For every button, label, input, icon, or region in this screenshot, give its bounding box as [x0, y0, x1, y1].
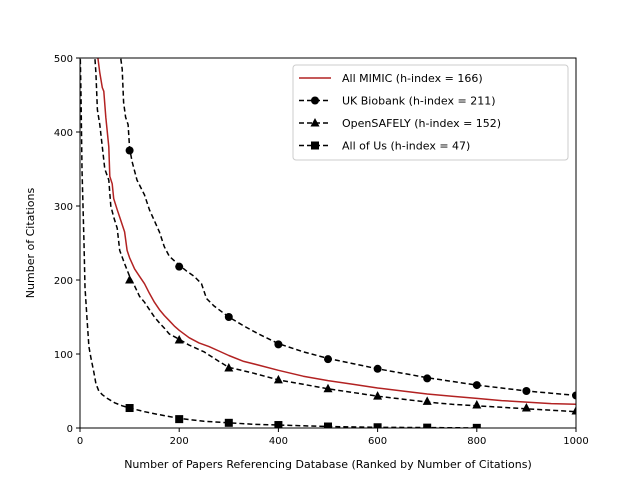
x-tick-label: 800 — [467, 436, 486, 447]
legend-label: All MIMIC (h-index = 166) — [342, 72, 483, 85]
x-axis-ticks: 0 200 400 600 800 1000 — [77, 428, 589, 447]
data-point-square — [423, 423, 432, 428]
series-line-4 — [80, 58, 477, 428]
y-tick-label: 0 — [67, 424, 73, 435]
y-tick-label: 200 — [54, 276, 73, 287]
data-point-triangle — [521, 403, 531, 412]
data-point-triangle — [323, 383, 333, 393]
x-tick-label: 1000 — [563, 436, 588, 447]
data-point-circle — [572, 391, 576, 400]
plot-frame — [79, 57, 577, 429]
legend-label: UK Biobank (h-index = 211) — [342, 95, 495, 108]
x-tick-label: 400 — [269, 436, 288, 447]
data-point-triangle — [422, 396, 432, 405]
data-point-circle — [423, 374, 432, 383]
series-line-1 — [97, 58, 576, 406]
y-tick-label: 100 — [54, 350, 73, 361]
data-point-square — [324, 422, 332, 428]
y-axis-ticks: 0 100 200 300 400 500 — [54, 54, 80, 435]
y-tick-label: 500 — [54, 54, 73, 65]
data-point-square — [472, 423, 481, 428]
x-tick-label: 600 — [368, 436, 387, 447]
y-tick-label: 300 — [54, 202, 73, 213]
data-point-circle — [472, 381, 481, 390]
data-point-circle — [373, 364, 382, 373]
data-point-triangle — [224, 363, 234, 372]
y-axis-label: Number of Citations — [24, 188, 37, 299]
y-tick-label: 400 — [54, 128, 73, 139]
legend-marker-circle — [311, 96, 319, 105]
legend: All MIMIC (h-index = 166) UK Biobank (h-i… — [292, 64, 569, 161]
x-tick-label: 200 — [170, 436, 189, 447]
data-point-circle — [125, 146, 134, 155]
data-point-square — [274, 421, 283, 428]
x-tick-label: 0 — [77, 436, 83, 447]
data-point-square — [224, 418, 233, 427]
data-point-triangle — [571, 405, 576, 415]
data-point-triangle — [174, 334, 184, 344]
legend-items: All MIMIC (h-index = 166) UK Biobank (h-i… — [299, 72, 501, 153]
legend-label: All of Us (h-index = 47) — [342, 140, 470, 153]
legend-marker-triangle — [310, 118, 320, 127]
data-point-square — [175, 415, 184, 424]
data-point-square — [373, 423, 382, 428]
data-point-circle — [324, 355, 332, 364]
data-point-circle — [224, 313, 233, 321]
data-point-triangle — [125, 275, 135, 284]
legend-label: OpenSAFELY (h-index = 152) — [342, 117, 501, 130]
legend-box — [292, 64, 569, 161]
data-point-square — [125, 404, 134, 413]
data-point-circle — [522, 387, 531, 395]
data-point-circle — [274, 340, 283, 349]
x-axis-label: Number of Papers Referencing Database (R… — [124, 458, 532, 471]
data-point-triangle — [472, 400, 482, 409]
data-point-triangle — [273, 374, 283, 384]
data-point-circle — [175, 262, 184, 271]
marker-layer — [125, 146, 576, 428]
legend-marker-square — [311, 141, 319, 150]
data-point-triangle — [373, 391, 383, 400]
